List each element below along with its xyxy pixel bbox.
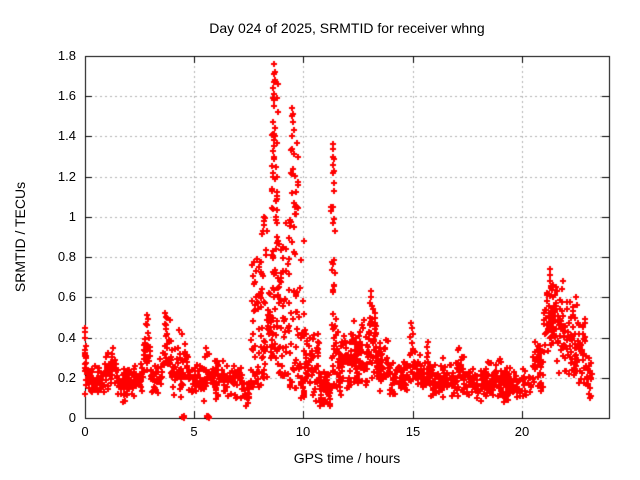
y-tick-label: 0.2 (57, 370, 76, 385)
y-tick-label: 0 (68, 410, 76, 425)
y-tick-label: 1.4 (57, 128, 76, 143)
y-tick-label: 1.8 (57, 48, 76, 63)
x-tick-label: 15 (405, 424, 421, 439)
y-tick-label: 1.2 (57, 169, 76, 184)
x-tick-label: 10 (295, 424, 311, 439)
y-tick-label: 1.6 (57, 88, 76, 103)
x-tick-label: 5 (190, 424, 198, 439)
x-tick-label: 20 (514, 424, 530, 439)
chart-title: Day 024 of 2025, SRMTID for receiver whn… (209, 20, 485, 36)
x-axis-label: GPS time / hours (293, 450, 401, 466)
x-tick-label: 0 (81, 424, 89, 439)
y-tick-label: 0.4 (57, 330, 76, 345)
y-axis-label: SRMTID / TECUs (12, 181, 28, 293)
y-tick-label: 0.8 (57, 249, 76, 264)
y-tick-label: 0.6 (57, 289, 76, 304)
y-tick-label: 1 (68, 209, 76, 224)
